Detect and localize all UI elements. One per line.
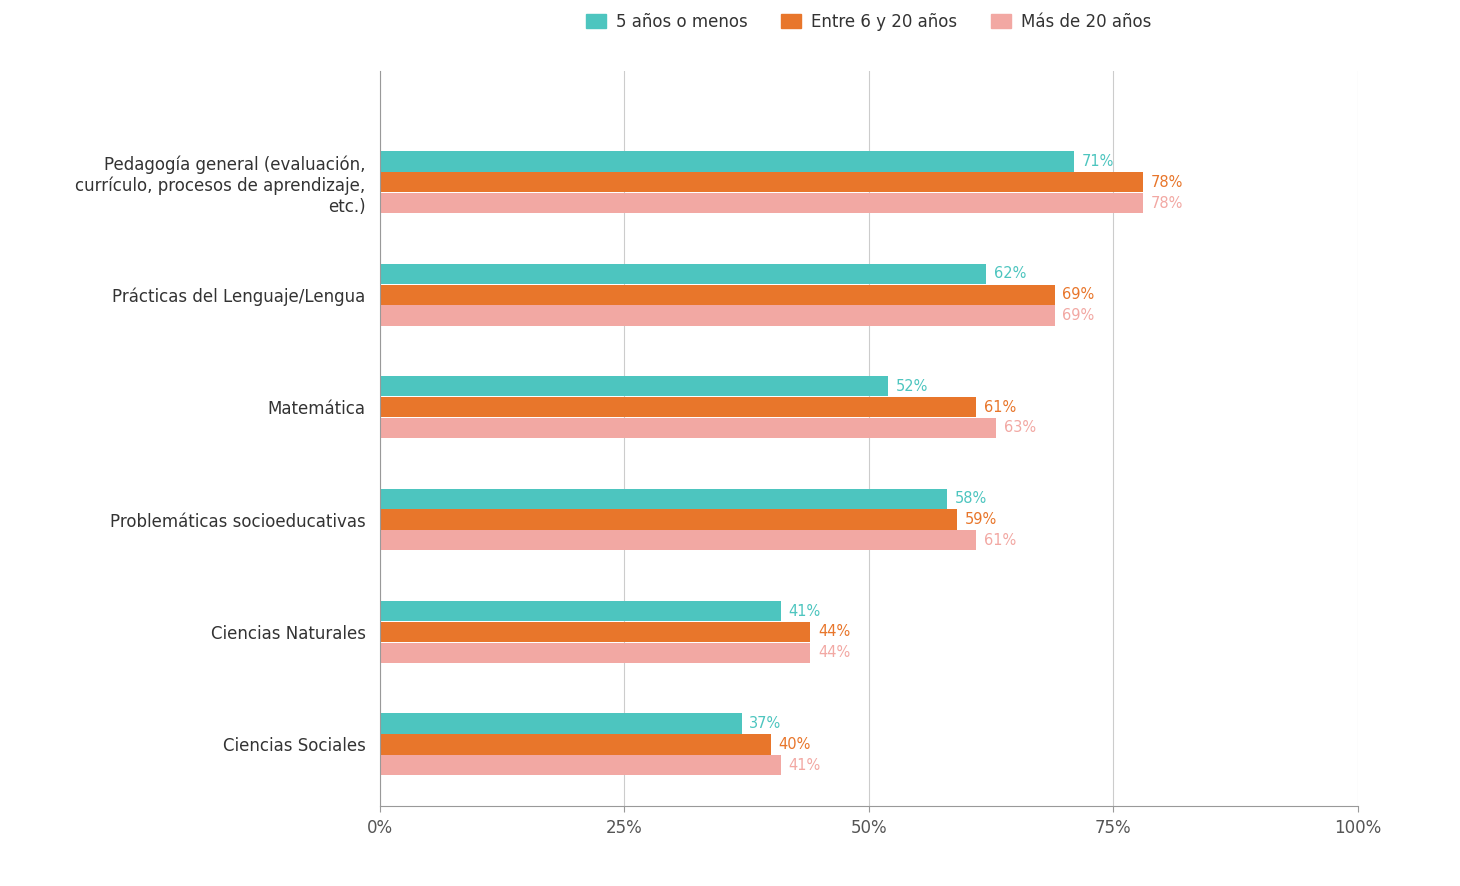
Text: 71%: 71%: [1082, 154, 1114, 169]
Text: 69%: 69%: [1063, 287, 1095, 302]
Bar: [380, 152, 1075, 172]
Bar: [380, 284, 1054, 305]
Text: 62%: 62%: [994, 267, 1026, 282]
Bar: [380, 306, 1054, 325]
Text: 44%: 44%: [818, 645, 850, 660]
Bar: [380, 713, 742, 734]
Bar: [380, 601, 781, 621]
Text: 61%: 61%: [984, 400, 1016, 415]
Bar: [380, 397, 977, 417]
Text: 40%: 40%: [778, 737, 812, 752]
Bar: [380, 642, 810, 663]
Text: 44%: 44%: [818, 625, 850, 640]
Text: 78%: 78%: [1150, 175, 1183, 190]
Bar: [380, 755, 781, 775]
Bar: [380, 622, 810, 642]
Text: 69%: 69%: [1063, 308, 1095, 323]
Text: 63%: 63%: [1003, 420, 1035, 435]
Bar: [380, 193, 1143, 214]
Legend: 5 años o menos, Entre 6 y 20 años, Más de 20 años: 5 años o menos, Entre 6 y 20 años, Más d…: [587, 13, 1150, 31]
Bar: [380, 734, 771, 755]
Text: 78%: 78%: [1150, 196, 1183, 211]
Text: 41%: 41%: [788, 603, 821, 618]
Text: 61%: 61%: [984, 532, 1016, 548]
Text: 37%: 37%: [749, 716, 781, 731]
Text: 41%: 41%: [788, 758, 821, 773]
Bar: [380, 488, 948, 509]
Text: 58%: 58%: [955, 491, 987, 506]
Bar: [380, 530, 977, 550]
Text: 59%: 59%: [965, 512, 997, 527]
Bar: [380, 264, 986, 284]
Bar: [380, 509, 956, 530]
Text: 52%: 52%: [896, 379, 929, 393]
Bar: [380, 377, 888, 396]
Bar: [380, 172, 1143, 192]
Bar: [380, 418, 996, 438]
